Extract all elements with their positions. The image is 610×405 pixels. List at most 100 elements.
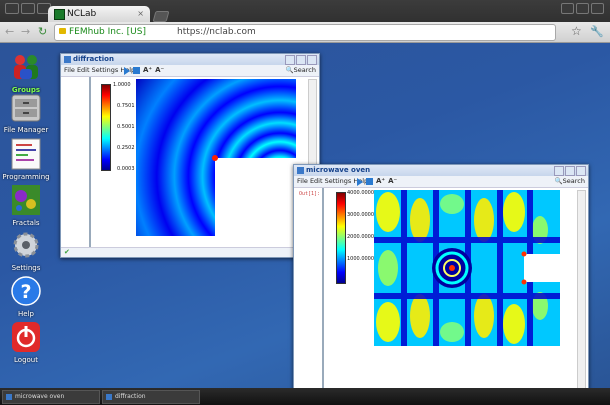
- output-label: Out[1]:: [299, 191, 321, 197]
- lock-icon: [59, 28, 66, 34]
- os-window-buttons: [561, 3, 604, 14]
- window-titlebar[interactable]: microwave oven: [294, 165, 588, 176]
- window-maximize-button[interactable]: [565, 166, 575, 176]
- window-maximize-button[interactable]: [296, 55, 306, 65]
- colorbar-tick: 2000.0000: [347, 234, 375, 240]
- tab-title: NCLab: [67, 9, 97, 19]
- nclab-favicon-icon: [54, 9, 65, 20]
- desktop-icon-settings[interactable]: Settings: [0, 229, 56, 272]
- window-controls: [5, 3, 51, 14]
- svg-text:?: ?: [20, 281, 31, 303]
- fractal-icon: [12, 185, 40, 215]
- status-ok-icon: ✔: [64, 248, 70, 256]
- colorbar-tick: 4000.0000: [347, 190, 375, 196]
- search-label: Search: [293, 66, 316, 74]
- browser-toolbar: ← → ↻ FEMhub Inc. [US] https://nclab.com…: [0, 22, 610, 43]
- colorbar-tick: 0.5001: [117, 124, 135, 130]
- colorbar: [336, 192, 346, 284]
- window-title: diffraction: [73, 55, 114, 63]
- window-body: Out[1]: 4000.0000 3000.0000 2000.0000 10…: [294, 188, 588, 388]
- new-tab-button[interactable]: [152, 11, 170, 22]
- window-app-icon: [64, 56, 71, 63]
- help-label: Help: [18, 310, 34, 318]
- address-bar[interactable]: FEMhub Inc. [US] https://nclab.com: [54, 24, 556, 41]
- task-label: microwave oven: [15, 393, 65, 400]
- maximize-button[interactable]: [576, 3, 589, 14]
- groups-icon: [14, 55, 38, 79]
- colorbar-tick: 1000.0000: [347, 256, 375, 262]
- colorbar-tick: 0.7501: [117, 103, 135, 109]
- font-smaller-icon[interactable]: A⁻: [388, 177, 398, 185]
- colorbar-tick: 0.0003: [117, 166, 135, 172]
- desktop-icon-programming[interactable]: Programming: [0, 138, 56, 181]
- window-close-button[interactable]: [576, 166, 586, 176]
- colorbar-tick: 3000.0000: [347, 212, 375, 218]
- wrench-icon[interactable]: 🔧: [590, 25, 604, 38]
- stop-icon[interactable]: [366, 178, 373, 185]
- browser-chrome: NCLab × ← → ↻ FEMhub Inc. [US] https://n…: [0, 0, 610, 43]
- menu-items[interactable]: File Edit Settings Help: [297, 177, 369, 185]
- address-url: https://nclab.com: [177, 27, 256, 37]
- minimize-window-button[interactable]: [21, 3, 35, 14]
- forward-icon[interactable]: →: [21, 25, 31, 38]
- file-cabinet-icon: [11, 94, 41, 122]
- window-minimize-button[interactable]: [554, 166, 564, 176]
- window-body: 1.0000 0.7501 0.5001 0.2502 0.0003: [61, 77, 319, 248]
- address-org: FEMhub Inc. [US]: [69, 27, 146, 37]
- groups-label: Groups: [11, 86, 41, 94]
- window-titlebar[interactable]: diffraction: [61, 54, 319, 65]
- window-title: microwave oven: [306, 166, 371, 174]
- minimize-button[interactable]: [561, 3, 574, 14]
- window-menubar: File Edit Settings Help A⁺ A⁻ 🔍Search: [294, 176, 588, 188]
- desktop: Groups File Manager Programming Fractals: [0, 43, 610, 388]
- search-label: Search: [562, 177, 585, 185]
- desktop-icon-help[interactable]: ? Help: [0, 275, 56, 318]
- taskbar-item-microwave-oven[interactable]: microwave oven: [2, 390, 100, 404]
- window-tools: A⁺ A⁻: [124, 67, 164, 75]
- stop-icon[interactable]: [133, 67, 140, 74]
- diffraction-window[interactable]: diffraction File Edit Settings Help A⁺ A…: [60, 53, 320, 258]
- font-smaller-icon[interactable]: A⁻: [155, 66, 165, 74]
- task-app-icon: [106, 393, 112, 400]
- menu-items[interactable]: File Edit Settings Help: [64, 66, 136, 74]
- search-button[interactable]: 🔍Search: [554, 177, 585, 185]
- search-button[interactable]: 🔍Search: [285, 66, 316, 74]
- fractals-label: Fractals: [12, 219, 40, 227]
- microwave-oven-window[interactable]: microwave oven File Edit Settings Help A…: [293, 164, 589, 388]
- vertical-scrollbar[interactable]: [577, 190, 586, 388]
- task-label: diffraction: [115, 393, 146, 400]
- window-close-button[interactable]: [307, 55, 317, 65]
- cell-gutter: [61, 77, 91, 248]
- close-window-button[interactable]: [5, 3, 19, 14]
- window-statusbar: ✔: [61, 247, 319, 257]
- desktop-icon-groups[interactable]: Groups: [0, 51, 56, 94]
- font-larger-icon[interactable]: A⁺: [376, 177, 386, 185]
- close-button[interactable]: [591, 3, 604, 14]
- font-larger-icon[interactable]: A⁺: [143, 66, 153, 74]
- window-menubar: File Edit Settings Help A⁺ A⁻ 🔍Search: [61, 65, 319, 77]
- reload-icon[interactable]: ↻: [38, 25, 48, 38]
- desktop-icon-fractals[interactable]: Fractals: [0, 184, 56, 227]
- run-icon[interactable]: [124, 67, 130, 75]
- task-app-icon: [6, 393, 12, 400]
- desktop-icon-logout[interactable]: Logout: [0, 321, 56, 364]
- run-icon[interactable]: [357, 178, 363, 186]
- microwave-field-plot: [374, 190, 560, 346]
- code-document-icon: [11, 138, 41, 170]
- power-icon: [12, 322, 40, 352]
- window-minimize-button[interactable]: [285, 55, 295, 65]
- window-tools: A⁺ A⁻: [357, 178, 397, 186]
- taskbar-item-diffraction[interactable]: diffraction: [102, 390, 200, 404]
- tab-close-icon[interactable]: ×: [137, 9, 144, 18]
- colorbar-tick: 0.2502: [117, 145, 135, 151]
- gear-icon: [13, 232, 39, 258]
- back-icon[interactable]: ←: [5, 25, 15, 38]
- bookmark-star-icon[interactable]: ☆: [571, 24, 582, 38]
- desktop-icon-file-manager[interactable]: File Manager: [0, 93, 56, 134]
- taskbar: microwave oven diffraction: [0, 388, 610, 405]
- browser-tab[interactable]: NCLab ×: [48, 6, 150, 22]
- file-manager-label: File Manager: [3, 126, 49, 134]
- diffraction-plot: [136, 79, 296, 236]
- colorbar: [101, 84, 111, 171]
- help-icon: ?: [11, 276, 41, 306]
